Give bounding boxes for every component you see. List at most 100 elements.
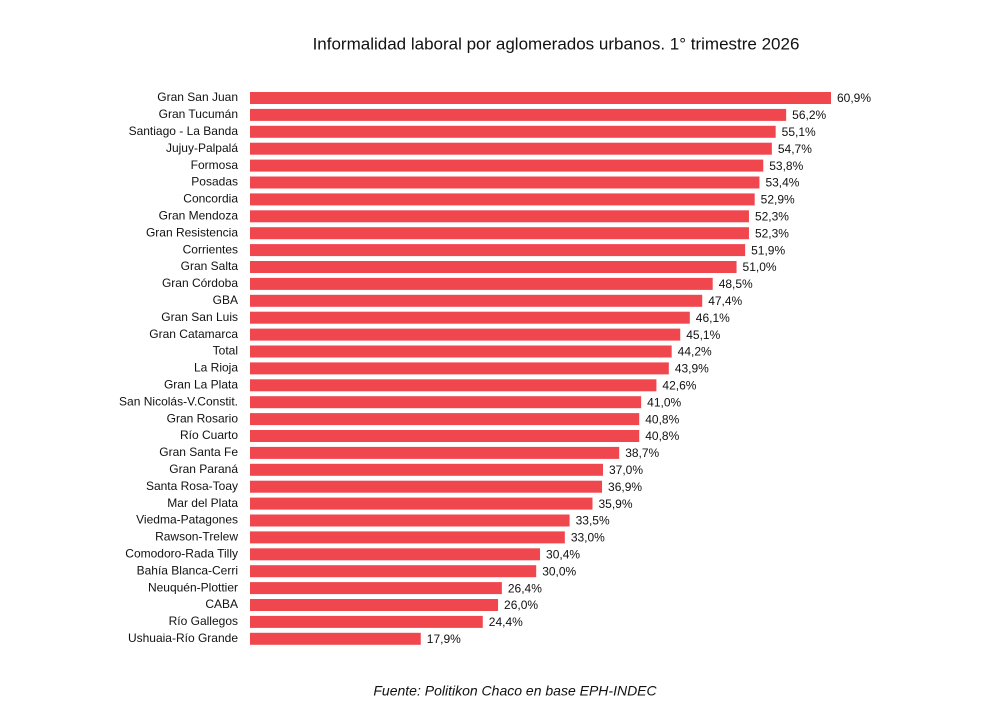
value-label: 26,0% [504,598,538,612]
category-label: Río Cuarto [180,428,238,442]
category-label: Río Gallegos [169,614,238,628]
category-label: Comodoro-Rada Tilly [125,546,238,560]
value-label: 52,3% [755,226,789,240]
bar [250,92,831,104]
bar [250,379,657,392]
category-label: Viedma-Patagones [136,513,238,527]
value-label: 44,2% [678,345,712,359]
bar [250,548,541,561]
value-label: 30,4% [546,547,580,561]
bar [250,615,483,628]
bar [250,176,760,189]
category-label: Gran Paraná [169,462,238,476]
value-label: 26,4% [508,581,542,595]
value-label: 48,5% [719,277,753,291]
value-label: 24,4% [489,615,523,629]
category-label: Gran Tucumán [159,107,238,121]
category-label: Total [213,344,238,358]
category-label: Ushuaia-Río Grande [128,631,238,645]
category-label: Gran Rosario [167,411,239,425]
value-label: 42,6% [662,378,696,392]
category-label: Gran San Luis [161,310,238,324]
bar [250,396,642,409]
bar [250,514,570,527]
value-label: 40,8% [645,412,679,426]
value-label: 41,0% [647,395,681,409]
category-label: GBA [213,293,238,307]
value-label: 51,0% [743,260,777,274]
bar [250,277,713,290]
bar [250,582,502,595]
bar [250,497,593,510]
value-label: 55,1% [782,125,816,139]
category-label: Gran Santa Fe [159,445,238,459]
value-label: 51,9% [751,243,785,257]
category-label: Mar del Plata [167,496,238,510]
bar [250,311,690,324]
value-label: 46,1% [696,311,730,325]
value-label: 45,1% [686,328,720,342]
value-label: 36,9% [608,480,642,494]
value-label: 53,4% [765,176,799,190]
bar [250,362,669,375]
value-label: 43,9% [675,362,709,376]
value-label: 17,9% [427,632,461,646]
category-label: Gran Córdoba [162,276,238,290]
bar [250,531,565,544]
category-label: Bahía Blanca-Cerri [137,563,238,577]
category-label: San Nicolás-V.Constit. [119,394,238,408]
value-label: 35,9% [598,497,632,511]
bar [250,463,603,476]
value-label: 40,8% [645,429,679,443]
value-label: 56,2% [792,108,826,122]
category-label: Gran Resistencia [146,225,238,239]
bar [250,294,703,307]
category-label: Neuquén-Plottier [148,580,238,594]
bar [250,345,672,358]
value-label: 54,7% [778,142,812,156]
bar [250,328,681,341]
value-label: 47,4% [708,294,742,308]
value-label: 38,7% [625,446,659,460]
value-label: 60,9% [837,91,871,105]
bar [250,430,640,442]
bar [250,159,764,172]
bar [250,480,603,493]
category-label: Santiago - La Banda [129,124,239,138]
category-label: Gran Salta [181,259,239,273]
bar [250,125,776,138]
category-label: Concordia [183,192,238,206]
value-label: 53,8% [769,159,803,173]
chart-title: Informalidad laboral por aglomerados urb… [313,34,800,53]
category-label: Formosa [191,158,239,172]
bar [250,632,421,645]
value-label: 33,0% [571,531,605,545]
category-label: Gran Catamarca [149,327,238,341]
category-label: CABA [205,597,238,611]
source-note: Fuente: Politikon Chaco en base EPH-INDE… [373,683,657,699]
bar [250,446,620,459]
value-label: 52,3% [755,209,789,223]
bar [250,599,499,611]
category-label: Jujuy-Palpalá [166,141,238,155]
bar [250,210,749,223]
category-label: Gran Mendoza [159,208,239,222]
category-label: Santa Rosa-Toay [146,479,238,493]
category-label: Gran San Juan [157,90,238,104]
bar [250,244,746,257]
category-label: La Rioja [194,361,238,375]
value-label: 30,0% [542,564,576,578]
bar [250,142,772,155]
category-label: Gran La Plata [164,377,238,391]
bar [250,413,640,426]
bar [250,108,787,121]
bar [250,565,537,578]
category-label: Posadas [191,175,238,189]
category-label: Corrientes [183,242,238,256]
bar [250,261,737,273]
value-label: 52,9% [761,193,795,207]
value-label: 33,5% [576,514,610,528]
bar [250,227,749,240]
category-label: Rawson-Trelew [155,530,238,544]
